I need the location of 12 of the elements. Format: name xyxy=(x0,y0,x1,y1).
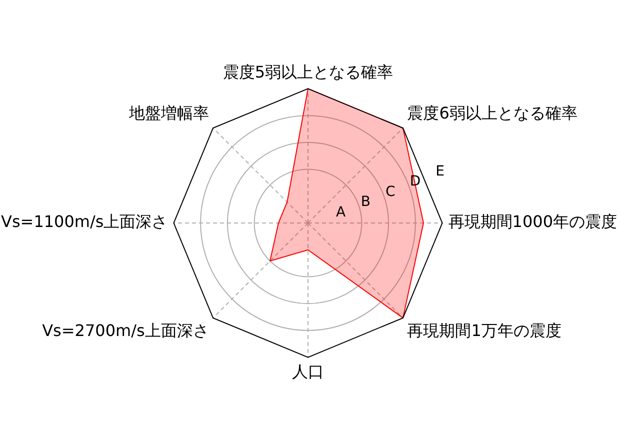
y-tick-label: B xyxy=(360,194,370,210)
spoke-label: 再現期間1万年の震度 xyxy=(407,320,562,340)
spoke-label: 再現期間1000年の震度 xyxy=(448,212,617,232)
y-tick-label: A xyxy=(336,204,346,220)
spoke-label: Vs=2700m/s上面深さ xyxy=(42,320,209,340)
spoke-label: 震度5弱以上となる確率 xyxy=(222,62,394,82)
y-tick-label: C xyxy=(386,184,396,200)
y-tick-label: E xyxy=(436,163,444,180)
spoke-label: Vs=1100m/s上面深さ xyxy=(1,212,168,232)
spoke-label: 地盤増幅率 xyxy=(128,103,209,122)
spoke-label: 人口 xyxy=(292,362,324,382)
spoke-label: 震度6弱以上となる確率 xyxy=(407,103,578,122)
